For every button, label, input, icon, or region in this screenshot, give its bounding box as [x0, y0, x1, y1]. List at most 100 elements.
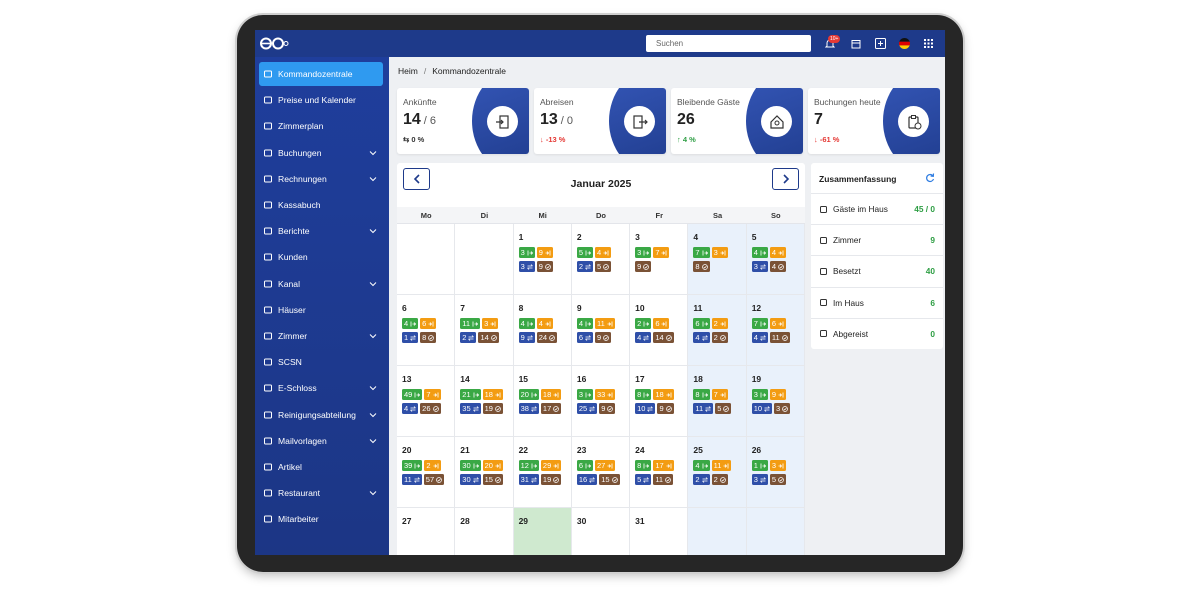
day-cell[interactable]: 29: [513, 508, 572, 555]
badge-icon: [723, 405, 730, 412]
day-cell[interactable]: 9 4 11 6 9: [571, 295, 631, 366]
badge-count: 7: [713, 390, 718, 399]
calendar-icon[interactable]: [851, 39, 861, 49]
day-cell[interactable]: 3 3 7 9: [630, 224, 689, 295]
day-cell[interactable]: 7 11 3 2 14: [455, 295, 514, 366]
badge-done: 57: [423, 474, 445, 485]
day-cell[interactable]: 1 3 9 3 9: [513, 224, 572, 295]
day-cell[interactable]: 12 7 6 4 11: [746, 295, 805, 366]
day-cell[interactable]: 22 12 29 31 19: [513, 437, 572, 508]
badge-count: 2: [695, 475, 700, 484]
sidebar-item[interactable]: Mailvorlagen: [259, 429, 383, 453]
day-cell[interactable]: 24 8 17 5 11: [630, 437, 689, 508]
summary-value: 45 / 0: [914, 204, 935, 214]
day-cell[interactable]: 5 4 4 3 4: [746, 224, 805, 295]
stat-icon: [487, 106, 518, 137]
badge-icon: [661, 321, 667, 326]
day-cell[interactable]: 21 30 20 30 15: [455, 437, 514, 508]
apps-icon[interactable]: [924, 39, 933, 48]
sidebar-item[interactable]: Reinigungsabteilung: [259, 403, 383, 427]
sidebar-item[interactable]: Mitarbeiter: [259, 507, 383, 531]
day-cell[interactable]: 6 4 6 1 8: [397, 295, 456, 366]
breadcrumb-item[interactable]: Heim: [398, 66, 418, 76]
badge-count: 38: [520, 404, 529, 413]
day-number: 13: [402, 374, 412, 384]
sidebar-item[interactable]: Kanal: [259, 272, 383, 296]
day-cell[interactable]: 30: [572, 508, 631, 555]
sidebar-item[interactable]: E-Schloss: [259, 376, 383, 400]
next-month-button[interactable]: [772, 168, 799, 190]
search-box[interactable]: Suchen: [646, 35, 811, 52]
badge-done: 9: [536, 261, 553, 272]
badge-count: 39: [404, 461, 413, 470]
sidebar-item[interactable]: Rechnungen: [259, 167, 383, 191]
add-icon[interactable]: [875, 38, 886, 49]
stat-total: / 6: [423, 115, 437, 127]
badge-icon: [553, 392, 559, 397]
badge-count: 16: [578, 475, 588, 484]
day-cell[interactable]: 20 39 2 11 57: [397, 437, 456, 508]
day-number: 26: [751, 445, 762, 455]
day-cell[interactable]: 16 3 33 25 9: [571, 366, 631, 437]
day-badges: 3 9 10 3: [751, 389, 800, 414]
badge-count: 6: [422, 319, 427, 328]
day-cell[interactable]: 26 1 3 3 5: [746, 437, 805, 508]
day-badges: 2 6 4 14: [635, 318, 683, 343]
language-flag[interactable]: [899, 38, 910, 49]
badge-icon: [531, 405, 537, 412]
badge-icon: [705, 405, 712, 412]
badge-count: 8: [637, 461, 642, 470]
day-cell[interactable]: 10 2 6 4 14: [630, 295, 689, 366]
sidebar-item[interactable]: Berichte: [259, 219, 383, 243]
badge-icon: [472, 405, 479, 412]
badge-done: 11: [653, 474, 674, 485]
day-number: 4: [693, 232, 699, 242]
day-cell[interactable]: 19 3 9 10 3: [746, 366, 805, 437]
sidebar-item[interactable]: Restaurant: [259, 481, 383, 505]
badge-count: 2: [578, 262, 584, 271]
badge-stay: 6: [576, 332, 594, 343]
badge-icon: [702, 392, 708, 397]
sidebar-item[interactable]: Kassabuch: [259, 193, 383, 217]
badge-icon: [473, 392, 479, 397]
sidebar-item[interactable]: Artikel: [259, 455, 383, 479]
badge-icon: [760, 334, 766, 341]
sidebar-item[interactable]: SCSN: [259, 350, 383, 374]
sidebar-item[interactable]: Buchungen: [259, 141, 383, 165]
badge-count: 6: [578, 333, 584, 342]
day-cell[interactable]: 31: [630, 508, 689, 555]
sidebar-item[interactable]: Kunden: [259, 245, 383, 269]
day-cell[interactable]: 27: [397, 508, 456, 555]
sidebar-item[interactable]: Zimmer: [259, 324, 383, 348]
day-cell[interactable]: 18 8 7 11 5: [688, 366, 747, 437]
day-cell[interactable]: 25 4 11 2 2: [688, 437, 747, 508]
day-cell[interactable]: 11 6 2 4 2: [688, 295, 747, 366]
prev-month-button[interactable]: [403, 168, 430, 190]
badge-icon: [702, 463, 708, 468]
sidebar-item[interactable]: Kommandozentrale: [259, 62, 383, 86]
day-cell[interactable]: 17 8 18 10 9: [630, 366, 689, 437]
day-cell[interactable]: 15 20 18 38 17: [513, 366, 572, 437]
day-cell[interactable]: 14 21 18 35 19: [455, 366, 514, 437]
badge-icon: [781, 334, 788, 341]
day-cell: [688, 508, 747, 555]
logo[interactable]: [260, 36, 290, 51]
day-cell[interactable]: 13 49 7 4 26: [397, 366, 456, 437]
day-cell: [746, 508, 805, 555]
day-cell[interactable]: 2 5 4 2 5: [571, 224, 631, 295]
sidebar-item[interactable]: Häuser: [259, 298, 383, 322]
sidebar-item[interactable]: Zimmerplan: [259, 114, 383, 138]
item-label: Zimmer: [278, 331, 308, 341]
day-cell[interactable]: 4 7 3 8: [688, 224, 747, 295]
sidebar-item[interactable]: Preise und Kalender: [259, 88, 383, 112]
badge-done: 24: [536, 332, 558, 343]
refresh-button[interactable]: [925, 173, 935, 183]
badge-count: 5: [717, 404, 722, 413]
badge-out: 17: [653, 460, 674, 471]
day-cell[interactable]: 8 4 4 9 24: [513, 295, 572, 366]
day-cell[interactable]: 23 6 27 16 15: [571, 437, 631, 508]
badge-icon: [701, 334, 708, 341]
item-icon: [264, 306, 272, 314]
day-cell[interactable]: 28: [455, 508, 514, 555]
badge-in: 8: [635, 460, 652, 471]
